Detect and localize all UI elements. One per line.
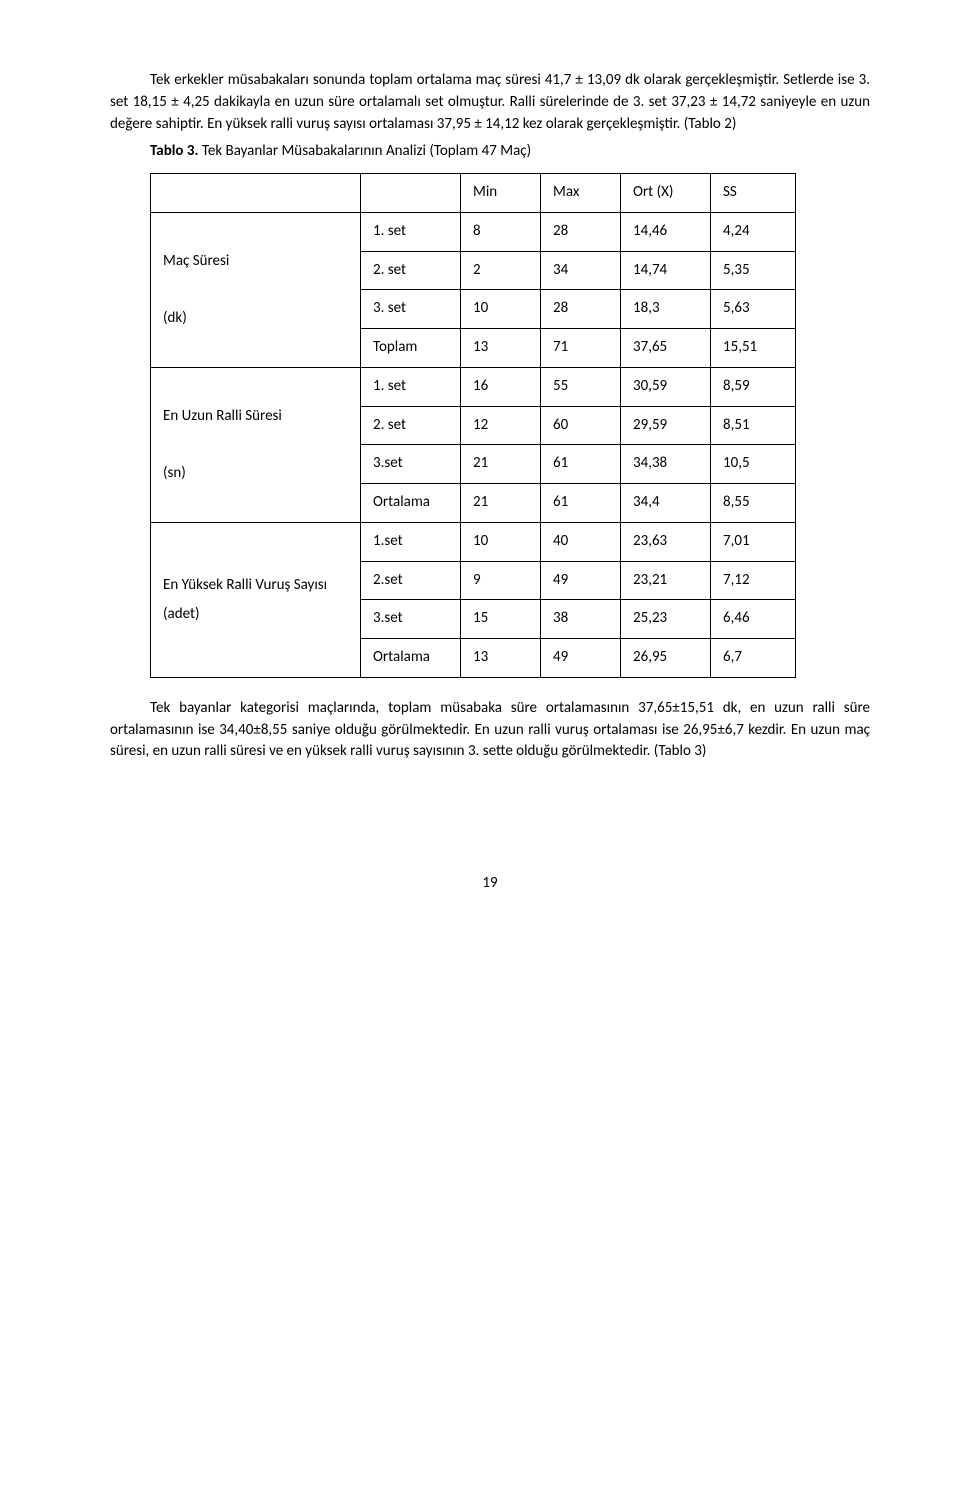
group-label: Maç Süresi(dk) bbox=[151, 212, 361, 367]
paragraph-1: Tek erkekler müsabakaları sonunda toplam… bbox=[110, 70, 870, 135]
paragraph-2-text: Tek bayanlar kategorisi maçlarında, topl… bbox=[110, 699, 870, 761]
group-label: En Yüksek Ralli Vuruş Sayısı (adet) bbox=[151, 522, 361, 677]
col-max: Max bbox=[541, 174, 621, 213]
col-ss: SS bbox=[711, 174, 796, 213]
data-table: Min Max Ort (X) SS Maç Süresi(dk) 1. set… bbox=[150, 173, 796, 678]
group-label: En Uzun Ralli Süresi(sn) bbox=[151, 367, 361, 522]
paragraph-1-text: Tek erkekler müsabakaları sonunda toplam… bbox=[110, 71, 870, 133]
paragraph-2: Tek bayanlar kategorisi maçlarında, topl… bbox=[110, 698, 870, 763]
table-caption: Tablo 3. Tek Bayanlar Müsabakalarının An… bbox=[150, 141, 870, 163]
caption-rest: Tek Bayanlar Müsabakalarının Analizi (To… bbox=[199, 142, 532, 160]
page-number: 19 bbox=[110, 873, 870, 895]
col-min: Min bbox=[461, 174, 541, 213]
table-row: Maç Süresi(dk) 1. set 8 28 14,46 4,24 bbox=[151, 212, 796, 251]
caption-bold: Tablo 3. bbox=[150, 142, 199, 160]
table-row: En Uzun Ralli Süresi(sn) 1. set 16 55 30… bbox=[151, 367, 796, 406]
col-ort: Ort (X) bbox=[621, 174, 711, 213]
table-row: En Yüksek Ralli Vuruş Sayısı (adet) 1.se… bbox=[151, 522, 796, 561]
header-row: Min Max Ort (X) SS bbox=[151, 174, 796, 213]
